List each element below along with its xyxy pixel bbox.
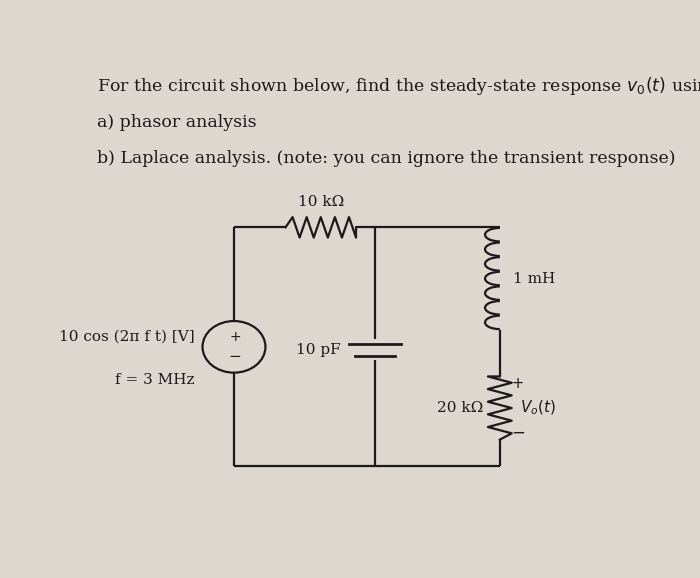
Text: f = 3 MHz: f = 3 MHz [115, 373, 195, 387]
Text: −: − [512, 424, 526, 442]
Text: +: + [512, 376, 524, 391]
Text: For the circuit shown below, find the steady-state response $v_0(t)$ using:: For the circuit shown below, find the st… [97, 75, 700, 97]
Text: $V_o(t)$: $V_o(t)$ [520, 399, 556, 417]
Text: 10 pF: 10 pF [296, 343, 341, 357]
Text: +: + [229, 330, 241, 344]
Text: 20 kΩ: 20 kΩ [438, 401, 484, 415]
Text: b) Laplace analysis. (note: you can ignore the transient response): b) Laplace analysis. (note: you can igno… [97, 150, 676, 167]
Text: a) phasor analysis: a) phasor analysis [97, 114, 257, 131]
Text: 10 kΩ: 10 kΩ [298, 195, 344, 209]
Text: 1 mH: 1 mH [513, 272, 556, 286]
Text: 10 cos (2π f t) [V]: 10 cos (2π f t) [V] [59, 330, 195, 344]
Text: −: − [229, 349, 241, 364]
